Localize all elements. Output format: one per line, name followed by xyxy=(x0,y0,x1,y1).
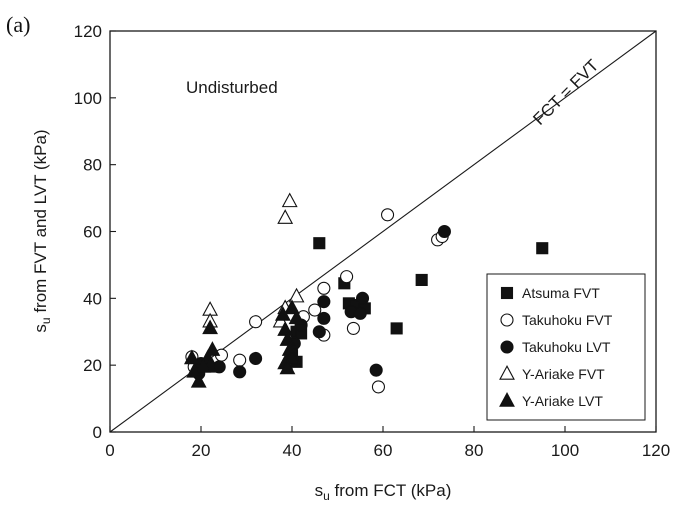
point-atsuma-fvt xyxy=(536,242,549,255)
point-takuhoku-fvt xyxy=(249,315,263,329)
point-y-ariake-lvt xyxy=(186,362,203,378)
point-takuhoku-fvt xyxy=(340,270,354,284)
x-tick-label: 100 xyxy=(551,441,579,460)
point-y-ariake-lvt xyxy=(279,359,296,375)
legend: Atsuma FVT Takuhoku FVT Takuhoku LVT Y-Aria… xyxy=(486,273,646,421)
legend-marker-atsuma-fvt xyxy=(500,286,514,300)
point-takuhoku-lvt xyxy=(437,224,451,239)
point-y-ariake-lvt xyxy=(202,319,219,335)
point-takuhoku-lvt xyxy=(233,365,247,379)
panel-label: (a) xyxy=(6,12,30,37)
data-points xyxy=(183,192,549,394)
point-takuhoku-lvt xyxy=(369,363,383,377)
x-tick-label: 80 xyxy=(465,441,484,460)
undisturbed-label: Undisturbed xyxy=(186,78,278,97)
point-y-ariake-lvt xyxy=(195,357,212,373)
point-takuhoku-fvt xyxy=(346,321,360,335)
legend-marker-takuhoku-fvt xyxy=(500,313,514,327)
point-y-ariake-fvt xyxy=(281,192,298,208)
y-tick-label: 20 xyxy=(83,356,102,375)
point-y-ariake-fvt xyxy=(277,209,294,224)
x-axis-title-sub: u xyxy=(323,489,330,503)
point-y-ariake-lvt xyxy=(183,349,200,365)
point-y-ariake-lvt xyxy=(274,306,291,321)
point-y-ariake-lvt xyxy=(277,321,294,336)
point-takuhoku-fvt xyxy=(380,208,395,222)
point-y-ariake-lvt xyxy=(279,331,296,346)
y-axis: 0 20 40 60 80 100 120 xyxy=(74,22,116,442)
point-takuhoku-fvt xyxy=(233,353,247,367)
y-axis-title-rest: from FVT and LVT (kPa) xyxy=(31,129,50,317)
legend-label-atsuma-fvt: Atsuma FVT xyxy=(522,285,600,301)
y-tick-label: 100 xyxy=(74,89,102,108)
point-takuhoku-lvt xyxy=(312,325,326,339)
x-tick-label: 0 xyxy=(105,441,114,460)
x-axis: 0 20 40 60 80 100 120 xyxy=(105,426,670,460)
x-axis-title-rest: from FCT (kPa) xyxy=(330,481,452,500)
x-tick-label: 20 xyxy=(192,441,211,460)
point-atsuma-fvt xyxy=(313,237,326,250)
point-takuhoku-lvt xyxy=(353,306,367,320)
point-y-ariake-fvt xyxy=(288,287,305,303)
x-tick-label: 60 xyxy=(374,441,393,460)
legend-label-y-ariake-fvt: Y-Ariake FVT xyxy=(522,366,605,382)
x-axis-title: su from FCT (kPa) xyxy=(315,481,452,503)
point-takuhoku-lvt xyxy=(355,291,370,305)
point-atsuma-fvt xyxy=(390,322,403,335)
point-y-ariake-lvt xyxy=(284,299,300,315)
legend-label-y-ariake-lvt: Y-Ariake LVT xyxy=(522,393,603,409)
y-tick-label: 0 xyxy=(93,423,102,442)
y-axis-title: su from FVT and LVT (kPa) xyxy=(31,129,53,332)
x-tick-label: 40 xyxy=(283,441,302,460)
point-takuhoku-fvt xyxy=(371,380,386,394)
point-takuhoku-fvt xyxy=(308,303,322,317)
point-takuhoku-lvt xyxy=(249,351,263,366)
y-axis-title-main: s xyxy=(31,324,50,333)
point-y-ariake-lvt xyxy=(288,309,305,325)
legend-label-takuhoku-lvt: Takuhoku LVT xyxy=(522,339,611,355)
point-takuhoku-fvt xyxy=(317,281,331,295)
point-takuhoku-lvt xyxy=(317,295,331,309)
legend-marker-takuhoku-lvt xyxy=(500,340,514,354)
x-tick-label: 120 xyxy=(642,441,670,460)
y-tick-label: 120 xyxy=(74,22,102,41)
legend-label-takuhoku-fvt: Takuhoku FVT xyxy=(522,312,613,328)
point-takuhoku-lvt xyxy=(317,311,331,325)
point-y-ariake-lvt xyxy=(284,349,300,365)
y-tick-label: 40 xyxy=(83,289,102,308)
legend-marker-y-ariake-lvt xyxy=(499,392,515,407)
point-y-ariake-lvt xyxy=(190,372,207,388)
y-axis-title-sub: u xyxy=(39,317,53,324)
y-tick-label: 60 xyxy=(83,223,102,242)
point-atsuma-fvt xyxy=(415,273,428,287)
x-axis-title-main: s xyxy=(315,481,324,500)
legend-marker-y-ariake-fvt xyxy=(499,365,515,380)
y-tick-label: 80 xyxy=(83,156,102,175)
